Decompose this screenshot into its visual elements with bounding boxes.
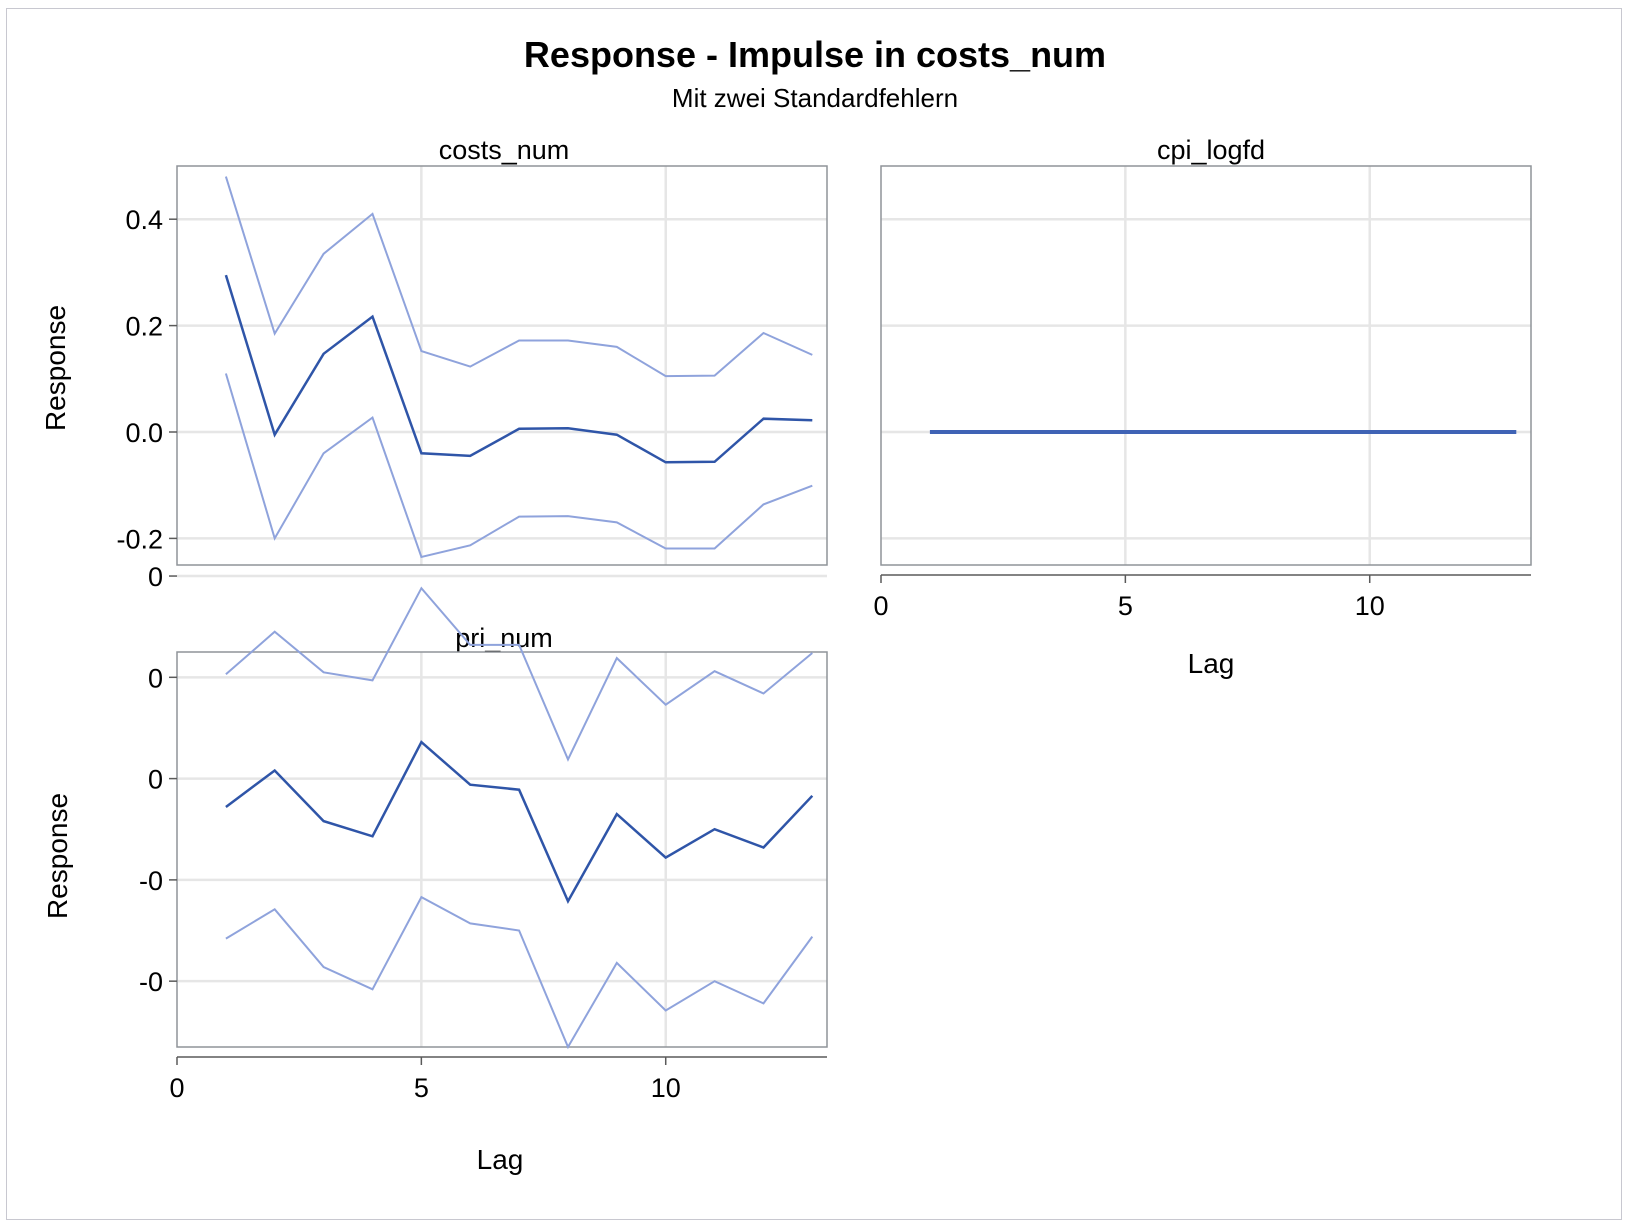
chart-canvas: Response - Impulse in costs_num Mit zwei… <box>40 34 1532 1175</box>
x-tick-label-cpi-logfd-1: 5 <box>1118 591 1133 621</box>
chart-subtitle: Mit zwei Standardfehlern <box>672 83 958 113</box>
y-tick-label-costs-num-0: -0.2 <box>116 524 163 554</box>
series-line-costs-num-estimate <box>224 274 813 464</box>
chart-title: Response - Impulse in costs_num <box>524 34 1106 75</box>
chart-frame: Response - Impulse in costs_num Mit zwei… <box>6 8 1622 1220</box>
x-tick-label-cpi-logfd-2: 10 <box>1355 591 1385 621</box>
y-axis-label-pri-num: Response <box>42 793 73 919</box>
y-tick-label-pri-num-3: 0 <box>148 663 163 693</box>
y-tick-label-pri-num-4: 0 <box>148 562 163 592</box>
plot-frame-cpi-logfd <box>880 165 1532 566</box>
panel-costs-num: costs_num Response -0.2 0.0 0.2 0.4 <box>40 135 828 566</box>
plot-frame-pri-num <box>176 651 828 1048</box>
y-tick-label-costs-num-1: 0.0 <box>125 418 163 448</box>
y-tick-label-pri-num-0: -0 <box>139 967 163 997</box>
series-line-pri-num-estimate <box>225 740 814 905</box>
panel-title-pri-num: pri_num <box>455 623 553 653</box>
y-axis-label-costs-num: Response <box>40 305 71 431</box>
x-tick-label-pri-num-1: 5 <box>414 1073 429 1103</box>
series-line-costs-num-upper <box>224 176 813 378</box>
x-axis-label-pri-num: Lag <box>477 1144 524 1175</box>
y-tick-label-costs-num-3: 0.4 <box>125 205 163 235</box>
x-tick-label-pri-num-0: 0 <box>169 1073 184 1103</box>
x-tick-label-pri-num-2: 10 <box>651 1073 681 1103</box>
y-tick-label-costs-num-2: 0.2 <box>125 312 163 342</box>
panel-cpi-logfd: cpi_logfd Lag 0 5 10 <box>873 135 1532 679</box>
x-tick-label-cpi-logfd-0: 0 <box>873 591 888 621</box>
series-line-costs-num-lower <box>224 373 813 559</box>
series-line-pri-num-upper <box>225 586 813 762</box>
y-tick-label-pri-num-2: 0 <box>148 765 163 795</box>
panel-pri-num: pri_num Response Lag -0 -0 0 0 0 0 5 10 <box>42 562 828 1175</box>
panel-title-cpi-logfd: cpi_logfd <box>1157 135 1265 165</box>
panel-title-costs-num: costs_num <box>439 135 570 165</box>
x-axis-label-cpi-logfd: Lag <box>1188 648 1235 679</box>
plot-frame-costs-num <box>176 165 828 566</box>
y-tick-label-pri-num-1: -0 <box>139 866 163 896</box>
series-line-pri-num-lower <box>225 895 814 1050</box>
